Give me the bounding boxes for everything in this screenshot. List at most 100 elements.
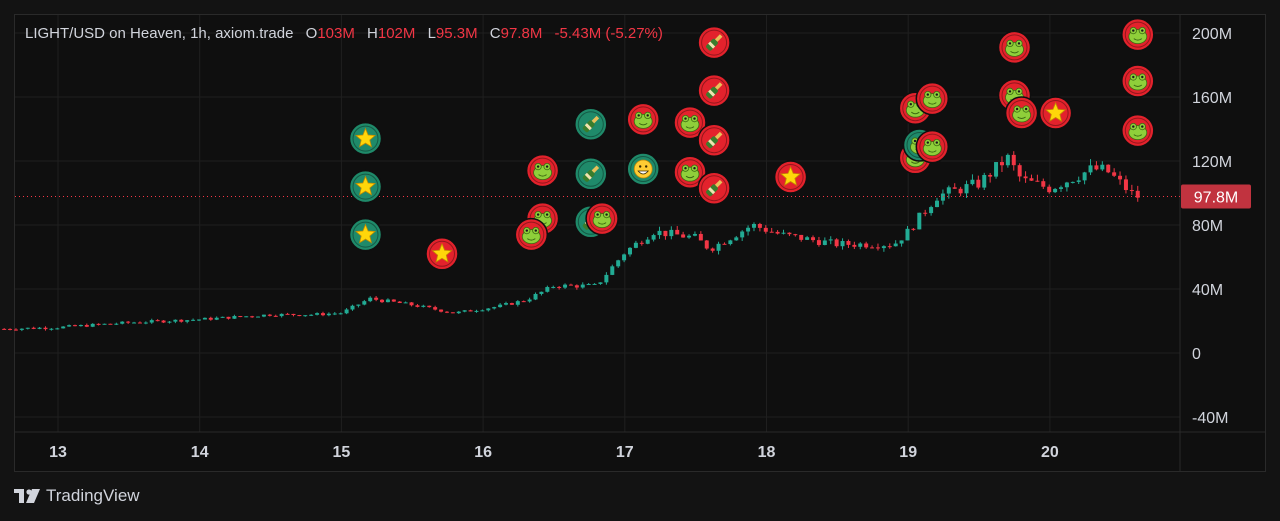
candle-body — [43, 327, 48, 330]
candle-body — [84, 325, 89, 327]
trade-marker-red[interactable] — [626, 102, 660, 137]
trade-marker-red[interactable] — [697, 25, 731, 60]
frog-pupil — [596, 213, 599, 216]
marker-ring — [677, 159, 703, 186]
bottle-label — [584, 172, 592, 180]
frog-mouth — [928, 150, 937, 153]
marker-ring — [577, 111, 604, 138]
trade-marker-red[interactable] — [585, 201, 619, 236]
trade-marker-red[interactable] — [525, 153, 560, 188]
candle-body — [822, 240, 827, 245]
star-icon — [355, 127, 376, 148]
frog-pupil — [1015, 107, 1019, 111]
trade-marker-red[interactable] — [673, 155, 707, 189]
y-tick-label: -40M — [1192, 410, 1228, 427]
candle-body — [433, 307, 438, 310]
candle-body — [196, 319, 201, 321]
candle-body — [1094, 165, 1099, 170]
brand-name: TradingView — [46, 486, 140, 505]
candle-body — [1058, 187, 1063, 189]
candle-body — [917, 212, 922, 230]
trade-marker-red[interactable] — [915, 81, 950, 116]
candle-body — [320, 313, 325, 316]
candle-body — [256, 316, 261, 318]
open-label: O — [305, 25, 318, 42]
frog-pupil — [1141, 75, 1144, 79]
frog-pupil — [545, 165, 549, 168]
candle-body — [704, 240, 709, 249]
marker-ring — [1042, 100, 1069, 126]
trade-marker-red[interactable] — [697, 171, 731, 205]
candle-body — [692, 233, 697, 236]
frog-mouth — [1010, 50, 1019, 54]
frog-pupil — [935, 93, 938, 96]
trade-marker-red[interactable] — [997, 30, 1032, 65]
high-value: 102M — [377, 25, 416, 42]
candle-body — [173, 319, 178, 322]
trade-marker-red[interactable] — [1038, 96, 1073, 130]
frog-pupil — [926, 141, 929, 144]
trade-marker-red[interactable] — [1004, 96, 1039, 130]
trade-marker-green[interactable] — [348, 217, 383, 252]
trade-marker-red[interactable] — [1121, 64, 1155, 98]
candle-body — [73, 325, 78, 327]
grid-lines — [15, 15, 1180, 432]
candle-body — [521, 301, 526, 303]
candle-body — [1023, 176, 1028, 179]
candle-body — [805, 237, 810, 240]
candle-body — [191, 319, 196, 321]
candle-body — [958, 188, 963, 194]
bottle-label — [708, 89, 716, 97]
candle-body — [1082, 172, 1087, 181]
candle-body — [846, 241, 851, 245]
candle-body — [504, 303, 509, 305]
candle-body — [527, 299, 532, 302]
candle-body — [444, 311, 449, 313]
marker-ring — [777, 164, 804, 190]
candle-body — [781, 232, 786, 234]
candle-body — [663, 230, 668, 237]
candle-body — [315, 313, 320, 315]
candle-body — [687, 235, 692, 238]
y-tick-label: 80M — [1192, 218, 1223, 235]
candle-body — [946, 187, 951, 194]
candle-body — [179, 319, 184, 322]
frog-mouth — [638, 122, 648, 126]
marker-ring — [1124, 21, 1151, 48]
candle-body — [929, 207, 934, 214]
candle-body — [716, 243, 721, 251]
marker-ring — [577, 160, 604, 187]
trade-marker-red[interactable] — [1121, 17, 1155, 52]
candle-body — [592, 283, 597, 285]
trade-marker-red[interactable] — [425, 237, 459, 271]
trade-marker-red[interactable] — [697, 123, 731, 157]
trade-marker-red[interactable] — [697, 73, 731, 108]
frog-pupil — [1024, 107, 1028, 111]
trade-marker-red[interactable] — [514, 217, 549, 252]
trade-marker-green[interactable] — [348, 169, 383, 204]
trade-marker-red[interactable] — [915, 129, 950, 164]
tradingview-logo[interactable]: TradingView — [14, 486, 140, 506]
marker-ring — [589, 205, 616, 232]
frog-pupil — [935, 141, 938, 144]
trade-marker-green[interactable] — [574, 157, 608, 191]
candle-body — [586, 284, 591, 286]
trade-marker-red[interactable] — [773, 160, 808, 194]
candle-body — [645, 239, 650, 244]
frog-mouth — [685, 126, 695, 129]
candle-body — [669, 229, 674, 237]
candle-body — [214, 317, 219, 320]
trade-marker-red[interactable] — [673, 105, 707, 140]
candle-body — [161, 320, 166, 323]
trade-marker-green[interactable] — [574, 107, 608, 141]
x-tick-label: 17 — [616, 444, 634, 461]
y-tick-label: 200M — [1192, 26, 1232, 43]
trade-marker-green[interactable] — [626, 152, 660, 186]
frog-pupil — [1017, 42, 1021, 45]
marker-ring — [630, 156, 657, 182]
candle-body — [1017, 165, 1022, 177]
candle-body — [261, 314, 266, 317]
trade-marker-red[interactable] — [1121, 113, 1155, 148]
trade-marker-green[interactable] — [348, 121, 383, 156]
